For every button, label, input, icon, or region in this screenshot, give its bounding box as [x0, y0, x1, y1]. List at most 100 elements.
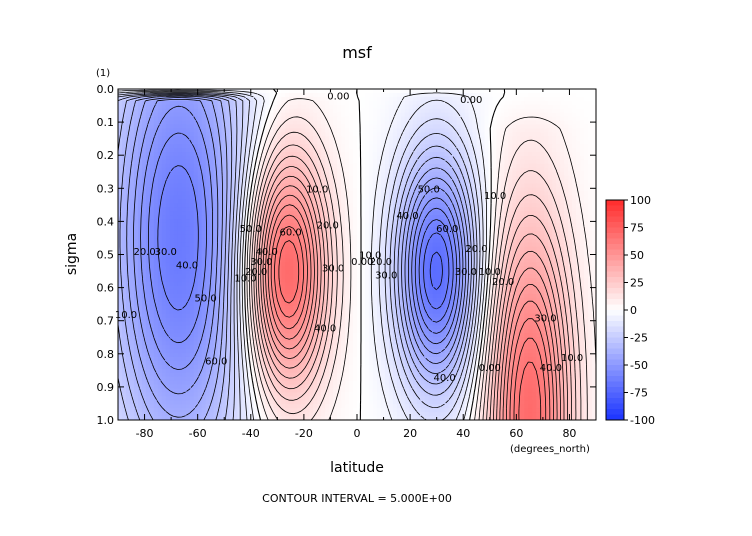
heatmap-cell: [245, 183, 251, 189]
heatmap-cell: [456, 199, 462, 204]
heatmap-cell: [400, 116, 406, 122]
heatmap-cell: [153, 246, 159, 252]
heatmap-cell: [129, 238, 135, 244]
heatmap-cell: [448, 140, 454, 145]
heatmap-cell: [580, 96, 585, 102]
heatmap-cell: [544, 226, 549, 232]
heatmap-cell: [376, 199, 382, 204]
heatmap-cell: [129, 207, 135, 212]
heatmap-cell: [580, 230, 585, 236]
heatmap-cell: [364, 140, 370, 145]
heatmap-cell: [285, 215, 290, 220]
heatmap-cell: [424, 116, 430, 122]
heatmap-cell: [436, 92, 442, 98]
heatmap-cell: [504, 116, 509, 122]
heatmap-cell: [209, 116, 215, 122]
heatmap-cell: [273, 234, 278, 240]
heatmap-cell: [197, 175, 203, 181]
heatmap-cell: [197, 132, 203, 137]
heatmap-cell: [233, 207, 239, 212]
heatmap-cell: [193, 234, 199, 240]
heatmap-cell: [153, 152, 159, 157]
heatmap-cell: [118, 152, 123, 157]
heatmap-cell: [313, 203, 318, 208]
heatmap-cell: [432, 238, 438, 244]
heatmap-cell: [384, 108, 390, 114]
heatmap-cell: [368, 230, 374, 236]
heatmap-cell: [480, 124, 486, 129]
heatmap-cell: [456, 238, 462, 244]
heatmap-cell: [544, 219, 549, 224]
heatmap-cell: [380, 104, 386, 110]
heatmap-cell: [237, 179, 243, 185]
heatmap-cell: [540, 171, 545, 177]
heatmap-cell: [440, 199, 446, 204]
heatmap-cell: [516, 226, 521, 232]
heatmap-cell: [444, 191, 450, 196]
heatmap-cell: [448, 148, 454, 153]
heatmap-cell: [588, 152, 593, 157]
heatmap-cell: [281, 171, 286, 177]
heatmap-cell: [472, 148, 478, 153]
heatmap-cell: [333, 195, 338, 200]
heatmap-cell: [512, 92, 517, 98]
heatmap-cell: [392, 152, 398, 157]
heatmap-cell: [317, 132, 322, 137]
heatmap-cell: [360, 187, 366, 193]
heatmap-cell: [181, 183, 187, 189]
heatmap-cell: [496, 116, 501, 122]
heatmap-cell: [253, 116, 259, 122]
heatmap-cell: [221, 112, 227, 118]
heatmap-cell: [552, 175, 557, 181]
heatmap-cell: [492, 179, 498, 185]
heatmap-cell: [229, 199, 235, 204]
heatmap-cell: [329, 211, 334, 216]
heatmap-cell: [420, 140, 426, 145]
heatmap-cell: [476, 226, 482, 232]
heatmap-cell: [504, 207, 509, 212]
heatmap-cell: [528, 96, 533, 102]
heatmap-cell: [137, 132, 143, 137]
heatmap-cell: [412, 238, 418, 244]
heatmap-cell: [121, 92, 127, 98]
heatmap-cell: [576, 124, 581, 129]
heatmap-cell: [257, 226, 262, 232]
heatmap-cell: [484, 132, 490, 137]
heatmap-cell: [297, 148, 302, 153]
heatmap-cell: [468, 179, 474, 185]
heatmap-cell: [580, 238, 585, 244]
heatmap-cell: [440, 136, 446, 141]
heatmap-cell: [225, 195, 231, 200]
heatmap-cell: [364, 92, 370, 98]
heatmap-cell: [217, 211, 223, 216]
heatmap-cell: [269, 179, 274, 185]
heatmap-cell: [169, 242, 175, 248]
heatmap-cell: [416, 116, 422, 122]
heatmap-cell: [321, 199, 326, 204]
heatmap-cell: [153, 171, 159, 177]
heatmap-cell: [281, 215, 286, 220]
heatmap-cell: [269, 100, 274, 106]
heatmap-cell: [560, 128, 565, 133]
heatmap-cell: [484, 104, 490, 110]
heatmap-cell: [376, 140, 382, 145]
heatmap-cell: [217, 183, 223, 189]
heatmap-cell: [396, 155, 402, 161]
heatmap-cell: [372, 144, 378, 149]
heatmap-cell: [337, 238, 342, 244]
heatmap-cell: [225, 144, 231, 149]
heatmap-cell: [520, 89, 525, 94]
heatmap-cell: [157, 187, 163, 193]
heatmap-cell: [404, 230, 410, 236]
heatmap-cell: [576, 222, 581, 228]
heatmap-cell: [528, 104, 533, 110]
heatmap-cell: [584, 203, 589, 208]
heatmap-cell: [388, 100, 394, 106]
heatmap-cell: [396, 179, 402, 185]
heatmap-cell: [476, 140, 482, 145]
heatmap-cell: [217, 89, 223, 94]
heatmap-cell: [225, 159, 231, 165]
heatmap-cell: [313, 167, 318, 173]
heatmap-cell: [341, 175, 346, 181]
heatmap-cell: [237, 191, 243, 196]
